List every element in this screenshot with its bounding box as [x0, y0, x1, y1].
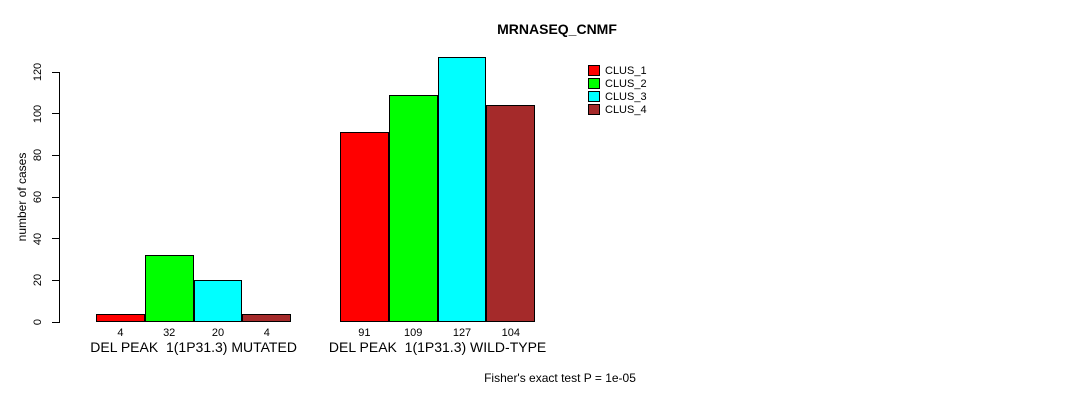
bar-value-label: 20 — [211, 327, 225, 339]
y-tick-label: 80 — [32, 149, 44, 162]
y-tick — [52, 196, 60, 198]
y-tick — [52, 321, 60, 323]
legend-label: CLUS_3 — [605, 90, 647, 103]
y-tick — [52, 279, 60, 281]
legend-label: CLUS_2 — [605, 77, 647, 90]
category-label: DEL PEAK 1(1P31.3) WILD-TYPE — [328, 339, 547, 355]
bar-clus_1-cat2 — [340, 132, 389, 322]
category-label: DEL PEAK 1(1P31.3) MUTATED — [90, 339, 297, 355]
legend-label: CLUS_4 — [605, 103, 647, 116]
chart-title: MRNASEQ_CNMF — [497, 21, 617, 37]
bar-clus_4-cat1 — [242, 314, 291, 322]
bar-value-label: 91 — [358, 327, 371, 339]
legend-item: CLUS_2 — [588, 77, 647, 90]
bar-clus_1-cat1 — [96, 314, 145, 322]
legend-item: CLUS_1 — [588, 64, 647, 77]
bar-value-label: 4 — [117, 327, 124, 339]
y-tick — [52, 238, 60, 240]
y-tick-label: 20 — [32, 274, 44, 287]
y-tick-label: 40 — [32, 232, 44, 245]
legend-item: CLUS_4 — [588, 103, 647, 116]
bar-clus_3-cat1 — [194, 280, 242, 322]
bar-value-label: 127 — [452, 327, 472, 339]
bar-clus_3-cat2 — [438, 57, 486, 322]
y-tick — [52, 154, 60, 156]
y-axis-line — [59, 72, 60, 323]
y-tick-label: 0 — [32, 318, 44, 326]
legend-swatch — [588, 91, 600, 102]
y-tick — [52, 71, 60, 73]
y-tick — [52, 113, 60, 115]
y-axis-title: number of cases — [15, 152, 29, 242]
bar-value-label: 104 — [501, 327, 520, 339]
bar-value-label: 4 — [263, 327, 270, 339]
legend-swatch — [588, 65, 600, 76]
legend-label: CLUS_1 — [605, 64, 647, 77]
legend: CLUS_1 CLUS_2 CLUS_3 CLUS_4 — [588, 64, 647, 116]
y-tick-label: 100 — [32, 104, 44, 123]
bar-clus_2-cat2 — [389, 95, 438, 322]
caption: Fisher's exact test P = 1e-05 — [484, 371, 636, 385]
legend-item: CLUS_3 — [588, 90, 647, 103]
bar-clus_4-cat2 — [486, 105, 535, 322]
y-tick-label: 120 — [32, 62, 44, 82]
bar-value-label: 109 — [404, 327, 423, 339]
bar-value-label: 32 — [163, 327, 176, 339]
y-tick-label: 60 — [32, 190, 44, 204]
legend-swatch — [588, 78, 600, 89]
legend-swatch — [588, 104, 600, 115]
bar-clus_2-cat1 — [145, 255, 194, 322]
